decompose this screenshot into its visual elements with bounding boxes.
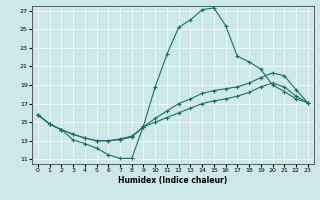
X-axis label: Humidex (Indice chaleur): Humidex (Indice chaleur) <box>118 176 228 185</box>
